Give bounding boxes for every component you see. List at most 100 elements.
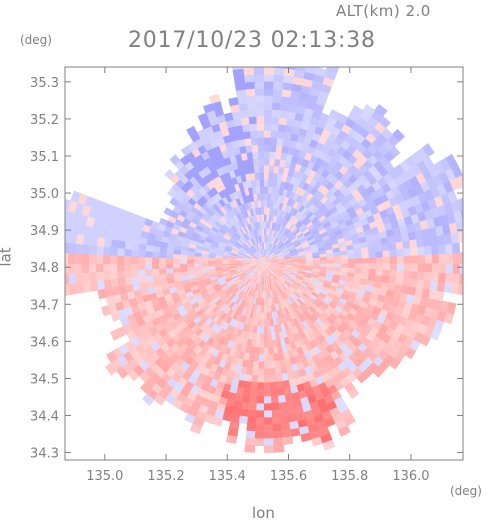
radar-bin (264, 214, 267, 222)
radar-bin (158, 258, 166, 264)
radar-bin (263, 88, 273, 96)
radar-bin (230, 54, 243, 63)
radar-bin (264, 221, 266, 229)
radar-bin (264, 137, 271, 145)
radar-bin (439, 253, 447, 263)
radar-bin (257, 389, 265, 397)
radar-bin (264, 151, 270, 159)
velocity-field (40, 46, 489, 453)
radar-bin (254, 347, 260, 355)
radar-bin (396, 270, 404, 278)
y-tick-label: 35.3 (30, 76, 59, 91)
radar-bin (151, 264, 159, 270)
x-tick-label: 136.0 (392, 469, 429, 484)
radar-bin (460, 252, 468, 264)
radar-bin (138, 250, 146, 257)
radar-bin (271, 109, 280, 117)
radar-bin (258, 151, 264, 159)
radar-bin (159, 253, 167, 259)
radar-bin (355, 258, 363, 264)
radar-bin (173, 254, 181, 260)
radar-bin (95, 255, 103, 265)
radar-bin (362, 263, 370, 269)
radar-bin (410, 271, 418, 280)
radar-bin (348, 263, 356, 268)
radar-bin (418, 254, 426, 263)
radar-bin (61, 232, 70, 244)
y-tick-label: 34.5 (30, 372, 59, 387)
radar-bin (257, 144, 264, 152)
radar-bin (306, 263, 314, 266)
radar-bin (264, 354, 270, 362)
radar-bin (274, 444, 285, 452)
radar-bin (247, 417, 257, 425)
radar-bin (261, 305, 264, 313)
radar-bin (259, 347, 264, 355)
radar-bin (256, 116, 264, 124)
radar-bin (166, 253, 174, 259)
radar-bin (362, 258, 370, 264)
radar-bin (88, 264, 96, 274)
radar-bin (123, 256, 131, 264)
radar-bin (81, 254, 89, 264)
radar-bin (341, 267, 349, 272)
radar-bin (187, 255, 195, 260)
radar-bin (389, 249, 397, 257)
radar-bin (390, 263, 398, 271)
radar-bin (296, 48, 309, 58)
radar-bin (123, 264, 131, 272)
radar-bin (264, 347, 269, 355)
radar-bin (250, 130, 258, 138)
radar-bin (403, 270, 411, 279)
radar-bin (269, 158, 275, 166)
radar-bin (464, 230, 473, 243)
radar-bin (252, 46, 264, 54)
radar-bin (476, 216, 486, 230)
radar-bin (258, 158, 264, 166)
radar-bin (144, 264, 152, 271)
radar-bin (453, 263, 461, 274)
radar-bin (417, 271, 425, 281)
radar-bin (397, 256, 405, 264)
radar-bin (255, 95, 265, 103)
radar-bin (375, 269, 383, 276)
radar-bin (165, 258, 173, 264)
radar-bin (221, 261, 229, 263)
radar-bin (124, 249, 132, 257)
radar-bin (458, 231, 467, 243)
radar-bin (231, 61, 243, 70)
radar-bin (256, 333, 261, 341)
radar-bin (255, 102, 264, 110)
radar-bin (54, 242, 63, 254)
radar-bin (471, 229, 480, 242)
radar-bin (259, 361, 265, 369)
radar-bin (418, 263, 426, 272)
radar-bin (481, 263, 489, 276)
radar-bin (179, 259, 187, 264)
radar-bin (263, 123, 271, 131)
radar-bin (255, 431, 265, 439)
radar-bin (248, 116, 257, 124)
radar-bin (255, 340, 260, 348)
radar-bin (264, 424, 274, 432)
radar-bin (334, 263, 342, 267)
radar-bin (60, 264, 68, 276)
radar-bin (131, 250, 139, 258)
radar-bin (264, 193, 268, 201)
radar-bin (465, 284, 474, 297)
radar-bin (368, 269, 376, 276)
radar-bin (260, 333, 264, 341)
radar-bin (467, 263, 475, 275)
radar-bin (425, 263, 433, 273)
radar-bin (282, 436, 293, 445)
radar-bin (239, 416, 249, 425)
radar-bin (264, 410, 273, 418)
radar-bin (369, 263, 377, 269)
radar-bin (269, 144, 276, 152)
radar-bin (348, 268, 356, 274)
radar-bin (263, 95, 273, 103)
radar-bin (255, 109, 264, 117)
y-tick-label: 34.7 (30, 298, 59, 313)
radar-bin (117, 271, 125, 280)
y-tick-label: 34.6 (30, 335, 59, 350)
